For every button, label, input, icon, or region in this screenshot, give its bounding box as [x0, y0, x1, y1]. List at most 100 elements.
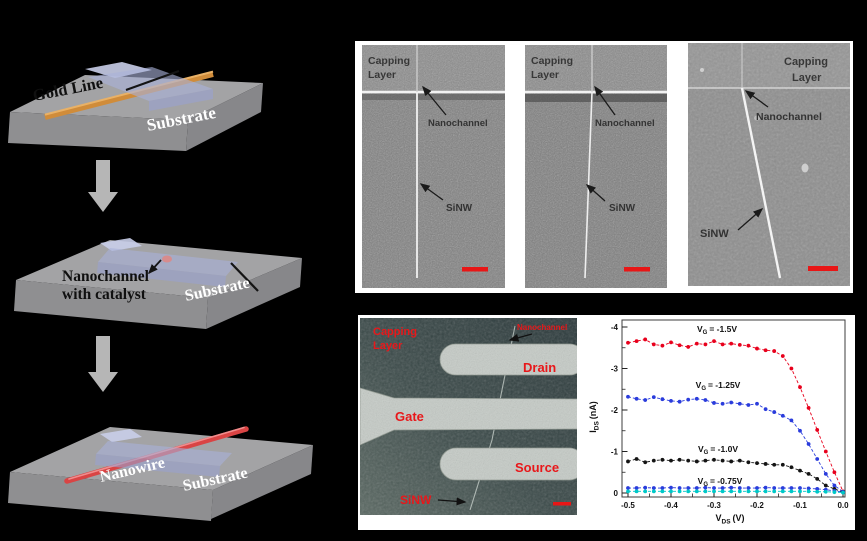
data-point [806, 442, 811, 446]
data-point [746, 460, 751, 465]
data-point [643, 460, 648, 465]
data-point [703, 458, 708, 463]
scale-bar [624, 267, 650, 272]
data-point [694, 396, 699, 401]
data-point [755, 401, 759, 406]
sinw-wire [740, 87, 782, 279]
catalyst-dot [162, 255, 172, 263]
device-panel: Capping Layer Nanochannel Drain Gate Sou… [358, 315, 855, 530]
capping-layer-front [97, 262, 226, 287]
process-arrow-1 [88, 160, 118, 212]
x-tick-label: -0.4 [664, 501, 678, 510]
data-point [660, 489, 665, 494]
capping-layer-top [88, 67, 213, 101]
bright-speck [754, 115, 760, 121]
data-point [832, 470, 837, 475]
plot-area: 0 -1 -2 -3 -4 -0.5 -0.4 -0.3 -0.2 -0.1 0.0 VG = -1.5… [611, 319, 849, 510]
data-point [737, 458, 742, 463]
x-tick-label: -0.5 [621, 501, 635, 510]
data-point [626, 486, 630, 490]
nanochannel-label: Nanochannel [517, 323, 567, 332]
sinw-arrow [419, 183, 444, 201]
data-point [832, 483, 837, 488]
nanochannel-label: Nanochannel [428, 118, 488, 129]
data-point [669, 489, 673, 494]
data-point [755, 486, 759, 490]
sinw-label: SiNW [446, 203, 473, 214]
data-point [815, 489, 820, 494]
data-point [806, 489, 811, 494]
data-point [651, 486, 656, 490]
data-point [780, 489, 785, 494]
bright-speck [801, 163, 809, 173]
data-point [772, 486, 777, 490]
data-point [686, 397, 691, 402]
nanochannel-label: Nanochannel [756, 111, 822, 123]
ids-chart: 0 -1 -2 -3 -4 -0.5 -0.4 -0.3 -0.2 -0.1 0.0 VG = -1.5… [588, 319, 849, 526]
nanochannel-label-line1: Nanochannel [62, 268, 150, 285]
data-point [815, 428, 820, 432]
data-point [686, 486, 691, 490]
data-point [677, 489, 682, 494]
electrode-grain [440, 448, 577, 480]
series-line-unlabeled-cyan [628, 490, 844, 494]
data-point [841, 490, 845, 495]
data-point [720, 489, 725, 494]
x-tick-label: -0.3 [707, 501, 721, 510]
sinw-label: SiNW [700, 228, 729, 240]
nanochannel-arrow [744, 90, 769, 108]
pointer-line [125, 69, 180, 92]
data-point [823, 472, 828, 476]
sem-image-2: Capping Layer Nanochannel SiNW [525, 45, 667, 288]
bright-speck [700, 68, 704, 72]
y-tick-label: -2 [611, 406, 619, 415]
data-point [798, 486, 802, 490]
data-point [763, 485, 768, 490]
data-point [720, 486, 725, 490]
data-point [694, 341, 699, 346]
data-point [677, 399, 682, 404]
device-sem-image: Capping Layer Nanochannel Drain Gate Sou… [360, 318, 577, 515]
substrate-side [206, 258, 302, 329]
capping-layer-label-line2: Layer [531, 69, 559, 81]
data-point [737, 401, 742, 406]
capping-layer-label-line2: Layer [792, 72, 822, 84]
data-point [806, 406, 811, 410]
data-point [789, 366, 794, 371]
data-point [737, 489, 742, 494]
data-point [746, 486, 751, 490]
data-point [686, 489, 691, 494]
sem-grain [688, 43, 850, 286]
data-point [694, 486, 699, 490]
data-point [677, 486, 682, 490]
data-point [798, 468, 802, 473]
data-point [772, 349, 777, 353]
data-point [651, 395, 656, 400]
nanochannel-arrow [147, 259, 162, 275]
data-point [634, 339, 639, 344]
vg-label: VG = -1.0V [698, 444, 738, 456]
data-point [651, 458, 656, 463]
data-point [651, 489, 656, 494]
data-point [720, 401, 725, 406]
sem-panel: Capping Layer Nanochannel SiNW Capping L… [355, 41, 853, 293]
data-point [669, 458, 673, 463]
sinw-arrow [437, 497, 467, 506]
data-point [798, 428, 802, 433]
data-point [669, 340, 673, 345]
capping-layer-label-line1: Capping [531, 55, 573, 67]
scale-bar [808, 266, 838, 271]
data-point [660, 486, 665, 490]
nanochannel-label: Nanochannel [595, 118, 655, 129]
data-point [780, 413, 785, 418]
sem-image-1: Capping Layer Nanochannel SiNW [362, 45, 505, 288]
data-point [780, 462, 785, 467]
y-tick-label: -1 [611, 448, 619, 457]
data-point [823, 489, 828, 494]
capping-layer-label-line1: Capping [373, 326, 417, 338]
capping-layer-front [149, 89, 213, 111]
electrode-grain [360, 388, 577, 445]
capping-layer-raised [100, 238, 142, 251]
series-line-VG-1.5V [627, 338, 844, 492]
